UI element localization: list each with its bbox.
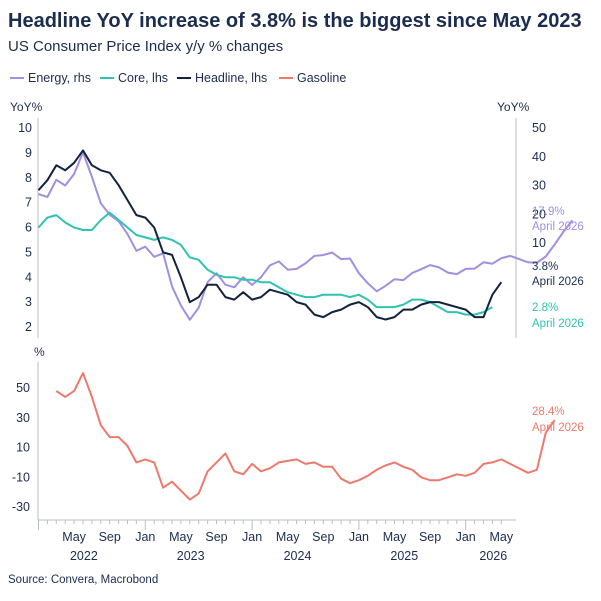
legend-label-headline: Headline, lhs <box>195 71 267 85</box>
x-month-label: Jan <box>349 530 369 544</box>
left-tick-6: 6 <box>25 221 32 235</box>
x-year-label: 2026 <box>479 549 507 563</box>
x-month-label: Sep <box>419 530 441 544</box>
left-tick-2: 2 <box>25 320 32 334</box>
legend-label-energy: Energy, rhs <box>28 71 91 85</box>
top-left-tick-labels: 2 3 4 5 6 7 8 9 10 <box>18 121 32 334</box>
x-year-label: 2023 <box>177 549 205 563</box>
right-tick-50: 50 <box>532 121 546 135</box>
bottom-tick--10: -10 <box>12 470 30 484</box>
bottom-left-tick-labels: -30 -10 10 30 50 <box>12 381 30 514</box>
axes <box>37 118 517 521</box>
left-axis-unit-bottom: % <box>34 345 45 359</box>
left-tick-8: 8 <box>25 171 32 185</box>
gasoline-annotation-value: 28.4% <box>532 406 565 418</box>
core-annotation-value: 2.8% <box>532 302 558 314</box>
energy-annotation-date: April 2026 <box>532 221 584 233</box>
series-core-line <box>37 211 493 316</box>
x-month-label: May <box>62 530 86 544</box>
top-right-tick-labels: 10 20 30 40 50 <box>532 121 546 250</box>
series-energy-line <box>38 151 574 321</box>
energy-annotation-value: 17.9% <box>532 206 565 218</box>
left-tick-9: 9 <box>25 146 32 160</box>
right-axis-unit-top: YoY% <box>497 100 530 114</box>
left-tick-7: 7 <box>25 196 32 210</box>
series-headline-line <box>37 149 503 321</box>
x-month-label: May <box>169 530 193 544</box>
x-year-label: 2024 <box>284 549 312 563</box>
bottom-tick--30: -30 <box>12 500 30 514</box>
x-year-label: 2025 <box>390 549 418 563</box>
legend: Energy, rhs Core, lhs Headline, lhs Gaso… <box>10 71 346 85</box>
x-month-label: Jan <box>456 530 476 544</box>
x-axis-ticks: May Sep Jan May Sep Jan May Sep Jan May Sep Jan May 2… <box>38 520 514 563</box>
x-month-label: Jan <box>242 530 262 544</box>
bottom-tick-30: 30 <box>16 411 30 425</box>
bottom-tick-50: 50 <box>16 381 30 395</box>
x-month-label: May <box>276 530 300 544</box>
right-tick-20: 20 <box>532 207 546 221</box>
left-axis-unit-top: YoY% <box>10 100 43 114</box>
headline-annotation-date: April 2026 <box>532 276 584 288</box>
legend-label-gasoline: Gasoline <box>297 71 346 85</box>
headline-annotation-value: 3.8% <box>532 261 558 273</box>
bottom-tick-10: 10 <box>16 441 30 455</box>
left-tick-5: 5 <box>25 245 32 259</box>
x-month-label: Sep <box>312 530 334 544</box>
left-tick-3: 3 <box>25 295 32 309</box>
core-annotation-date: April 2026 <box>532 318 584 330</box>
x-month-label: Sep <box>205 530 227 544</box>
source-note: Source: Convera, Macrobond <box>8 574 158 586</box>
x-month-label: May <box>489 530 513 544</box>
x-month-label: Sep <box>99 530 121 544</box>
right-tick-10: 10 <box>532 236 546 250</box>
right-tick-40: 40 <box>532 150 546 164</box>
left-tick-4: 4 <box>25 270 32 284</box>
x-year-label: 2022 <box>70 549 98 563</box>
series-lines <box>37 149 574 501</box>
left-tick-10: 10 <box>18 121 32 135</box>
x-month-label: Jan <box>135 530 155 544</box>
chart-subtitle: US Consumer Price Index y/y % changes <box>8 38 283 55</box>
annotations: 17.9% April 2026 3.8% April 2026 2.8% Ap… <box>532 206 584 434</box>
right-tick-30: 30 <box>532 179 546 193</box>
x-month-label: May <box>383 530 407 544</box>
legend-label-core: Core, lhs <box>118 71 168 85</box>
series-gasoline-line <box>55 372 556 501</box>
chart-title: Headline YoY increase of 3.8% is the big… <box>8 10 582 32</box>
gasoline-annotation-date: April 2026 <box>532 422 584 434</box>
